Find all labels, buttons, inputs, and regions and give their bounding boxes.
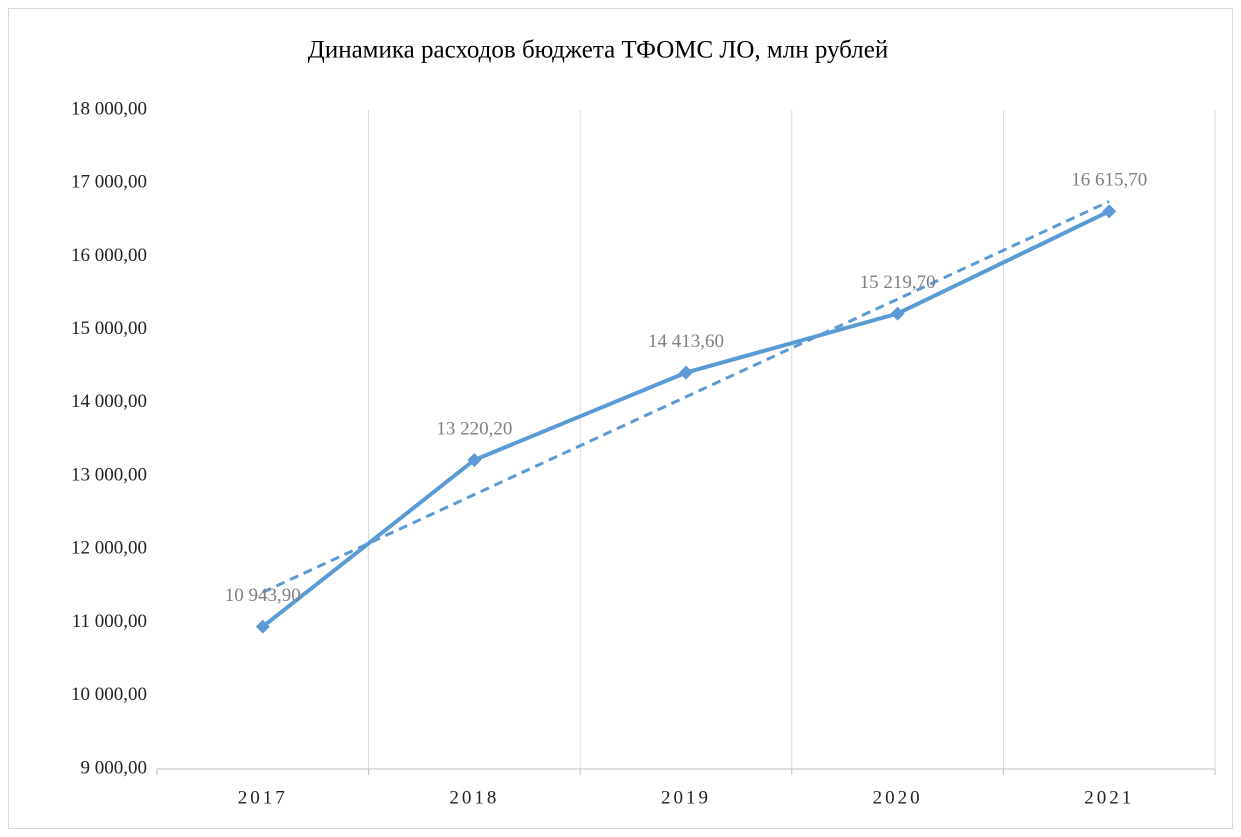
- data-label: 14 413,60: [648, 331, 724, 352]
- data-label: 16 615,70: [1071, 170, 1147, 191]
- y-tick-label: 14 000,00: [71, 391, 147, 412]
- y-tick-label: 12 000,00: [71, 538, 147, 559]
- x-tick-label: 2020: [873, 787, 923, 808]
- data-label: 10 943,90: [225, 585, 301, 606]
- y-tick-label: 17 000,00: [71, 172, 147, 193]
- trend-line: [262, 200, 1110, 594]
- data-label: 13 220,20: [436, 418, 512, 439]
- x-tick-label: 2019: [661, 787, 711, 808]
- y-tick-label: 9 000,00: [81, 757, 148, 778]
- y-tick-label: 18 000,00: [71, 98, 147, 119]
- y-tick-label: 13 000,00: [71, 464, 147, 485]
- y-tick-label: 16 000,00: [71, 245, 147, 266]
- marker: [255, 619, 270, 634]
- marker: [890, 306, 905, 321]
- x-tick-label: 2021: [1084, 787, 1134, 808]
- y-tick-label: 15 000,00: [71, 318, 147, 339]
- x-tick-label: 2017: [238, 787, 288, 808]
- y-tick-label: 10 000,00: [71, 684, 147, 705]
- x-tick-label: 2018: [449, 787, 499, 808]
- chart-title: Динамика расходов бюджета ТФОМС ЛО, млн …: [308, 37, 888, 64]
- marker: [467, 452, 482, 467]
- data-label: 15 219,70: [860, 272, 936, 293]
- y-tick-label: 11 000,00: [72, 611, 147, 632]
- chart-border: [8, 8, 1233, 829]
- marker: [679, 365, 693, 380]
- marker: [1102, 204, 1117, 219]
